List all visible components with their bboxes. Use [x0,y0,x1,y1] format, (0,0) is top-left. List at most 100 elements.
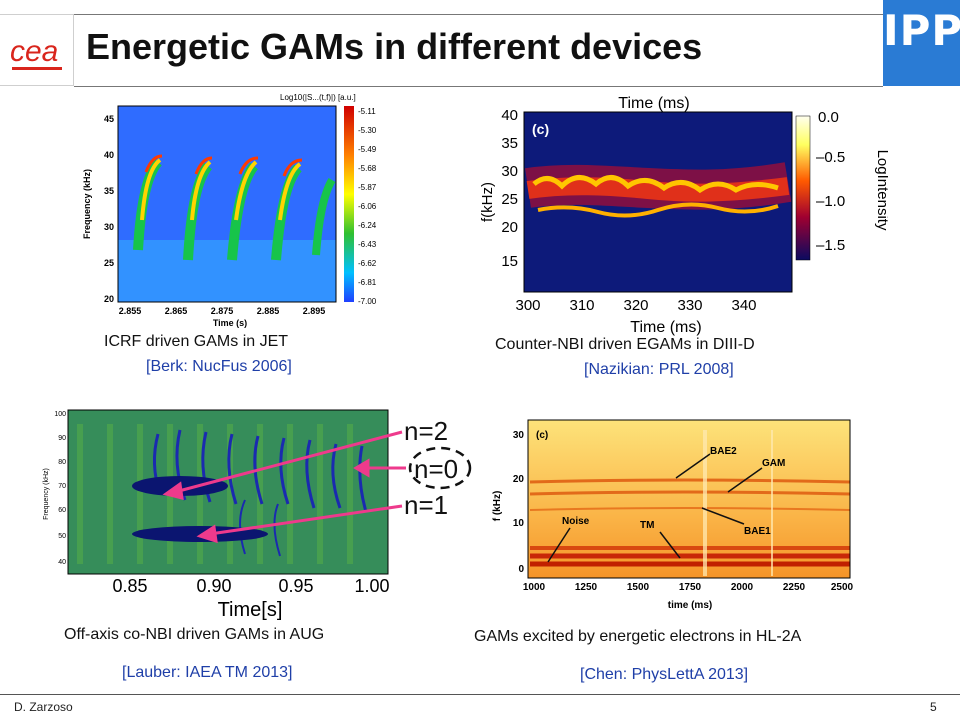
hl2a-citation: [Chen: PhysLettA 2013] [580,666,749,683]
svg-text:1000: 1000 [523,582,546,593]
svg-text:20: 20 [501,219,518,236]
svg-text:30: 30 [501,163,518,180]
svg-text:1250: 1250 [575,582,598,593]
svg-text:n=1: n=1 [404,490,448,520]
svg-text:-7.00: -7.00 [358,297,377,306]
svg-text:70: 70 [58,483,66,490]
svg-text:–0.5: –0.5 [816,149,845,166]
svg-text:60: 60 [58,507,66,514]
svg-text:100: 100 [54,411,66,418]
svg-text:40: 40 [104,150,114,160]
diiid-colorbar-label: LogIntensity [874,150,888,231]
jet-gam-traces [133,154,336,261]
svg-text:2250: 2250 [783,582,806,593]
svg-text:-5.30: -5.30 [358,126,377,135]
aug-mode-chirps [153,429,368,557]
svg-text:2.895: 2.895 [303,306,326,316]
svg-text:–1.0: –1.0 [816,193,845,210]
jet-xlabel: Time (s) [213,318,247,328]
hl2a-caption: GAMs excited by energetic electrons in H… [474,628,802,645]
ipp-logo: IPP [883,0,960,86]
page-number: 5 [930,700,937,714]
svg-text:-5.87: -5.87 [358,183,377,192]
svg-text:TM: TM [640,520,654,531]
svg-text:2.855: 2.855 [119,306,142,316]
diiid-mode-band [525,162,792,218]
svg-text:BAE1: BAE1 [744,526,771,537]
svg-text:1.00: 1.00 [354,576,389,596]
hl2a-yticks: 30 20 10 0 [513,430,525,575]
svg-text:-6.24: -6.24 [358,221,377,230]
diiid-caption: Counter-NBI driven EGAMs in DIII-D [495,336,755,353]
slide-title: Energetic GAMs in different devices [86,26,703,67]
svg-text:–1.5: –1.5 [816,237,845,254]
jet-colorbar-ticks: -5.11 -5.30 -5.49 -5.68 -5.87 -6.06 -6.2… [358,107,377,306]
aug-xticks: 0.85 0.90 0.95 1.00 [112,576,389,596]
hl2a-panel-tag: (c) [536,430,548,441]
title-rule-top [74,14,883,15]
svg-text:-5.11: -5.11 [358,107,376,116]
svg-text:25: 25 [104,258,114,268]
hl2a-xlabel: time (ms) [668,600,712,611]
svg-text:2.885: 2.885 [257,306,280,316]
jet-spectrogram-figure: Log10(|S...(t,f)|) [a.u.] -5.11 -5.30 -5… [80,90,396,330]
jet-ylabel: Frequency (kHz) [82,169,92,239]
svg-text:0.90: 0.90 [196,576,231,596]
hl2a-annotation-arrows [547,453,763,563]
svg-text:30: 30 [104,222,114,232]
svg-text:25: 25 [501,191,518,208]
svg-text:-6.81: -6.81 [358,278,377,287]
svg-text:20: 20 [513,474,525,485]
aug-n0-highlight [408,446,472,490]
aug-arrows [162,430,406,544]
footer-author: D. Zarzoso [14,700,73,714]
svg-text:1500: 1500 [627,582,650,593]
svg-text:n=2: n=2 [404,416,448,446]
title-rule-bottom [74,86,883,87]
jet-xticks: 2.855 2.865 2.875 2.885 2.895 [119,306,326,316]
hl2a-xticks: 1000 1250 1500 1750 2000 2250 2500 [523,582,854,593]
aug-mode-labels: n=2 n=0 n=1 [404,416,458,520]
hl2a-spectrogram-figure: (c) 30 20 10 0 f (kHz) 1000 1250 1500 17… [480,410,868,620]
svg-text:1750: 1750 [679,582,702,593]
jet-citation: [Berk: NucFus 2006] [146,358,292,375]
svg-text:80: 80 [58,459,66,466]
diiid-panel-tag: (c) [532,121,549,137]
diiid-top-label: Time (ms) [618,95,689,112]
svg-text:BAE2: BAE2 [710,446,737,457]
diiid-xticks: 300 310 320 330 340 [515,297,756,314]
svg-text:-6.43: -6.43 [358,240,377,249]
svg-text:310: 310 [569,297,594,314]
jet-colorbar-title: Log10(|S...(t,f)|) [a.u.] [280,93,356,102]
svg-text:300: 300 [515,297,540,314]
svg-text:35: 35 [501,135,518,152]
svg-text:30: 30 [513,430,525,441]
svg-text:2.865: 2.865 [165,306,188,316]
hl2a-plot-area [528,420,850,578]
svg-text:15: 15 [501,253,518,270]
svg-text:90: 90 [58,435,66,442]
svg-text:-6.06: -6.06 [358,202,377,211]
svg-text:n=0: n=0 [414,454,458,484]
svg-text:0.95: 0.95 [278,576,313,596]
hl2a-annotations: BAE2 GAM Noise TM BAE1 [562,446,785,537]
diiid-yticks: 40 35 30 25 20 15 [501,107,518,270]
jet-yticks: 45 40 35 30 25 20 [104,114,114,304]
aug-spectrogram-figure: 100 90 80 70 60 50 40 Frequency (kHz) 0.… [40,404,480,622]
aug-noise-texture [68,410,388,574]
cea-logo: cea [0,14,74,86]
svg-text:40: 40 [58,559,66,566]
aug-citation: [Lauber: IAEA TM 2013] [122,664,293,681]
svg-text:-6.62: -6.62 [358,259,377,268]
svg-text:2.875: 2.875 [211,306,234,316]
diiid-spectrogram-figure: Time (ms) (c) 0.0 –0.5 –1.0 –1.5 LogInte… [478,90,888,336]
diiid-colorbar [795,115,811,261]
svg-text:0: 0 [518,564,524,575]
svg-text:10: 10 [513,518,525,529]
diiid-colorbar-ticks: 0.0 –0.5 –1.0 –1.5 [816,109,845,254]
aug-xlabel: Time[s] [218,599,283,621]
aug-ylabel: Frequency (kHz) [43,468,50,520]
svg-text:0.0: 0.0 [818,109,839,126]
diiid-citation: [Nazikian: PRL 2008] [584,361,734,378]
svg-text:-5.49: -5.49 [358,145,377,154]
